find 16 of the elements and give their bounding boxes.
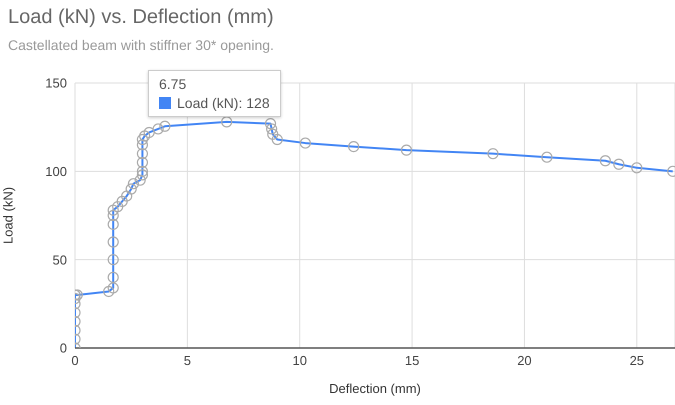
chart-title: Load (kN) vs. Deflection (mm) [8, 6, 274, 29]
x-tick-label: 25 [630, 353, 644, 368]
chart-subtitle: Castellated beam with stiffner 30* opening. [8, 37, 274, 53]
y-tick-label: 150 [45, 76, 67, 91]
x-axis-title: Deflection (mm) [329, 381, 421, 396]
x-tick-label: 15 [404, 353, 420, 368]
annotation: 6.75 [159, 76, 186, 92]
y-tick-label: 50 [52, 252, 67, 268]
x-tick-label: 10 [292, 353, 307, 368]
annotation: Load (kN): 128 [177, 95, 270, 111]
x-tick-label: 0 [71, 353, 79, 368]
x-tick-label: 20 [517, 353, 532, 368]
y-tick-label: 0 [60, 340, 67, 356]
x-tick-label: 5 [184, 353, 191, 368]
y-tick-label: 100 [45, 164, 67, 179]
y-axis-title: Load (kN) [0, 186, 16, 244]
